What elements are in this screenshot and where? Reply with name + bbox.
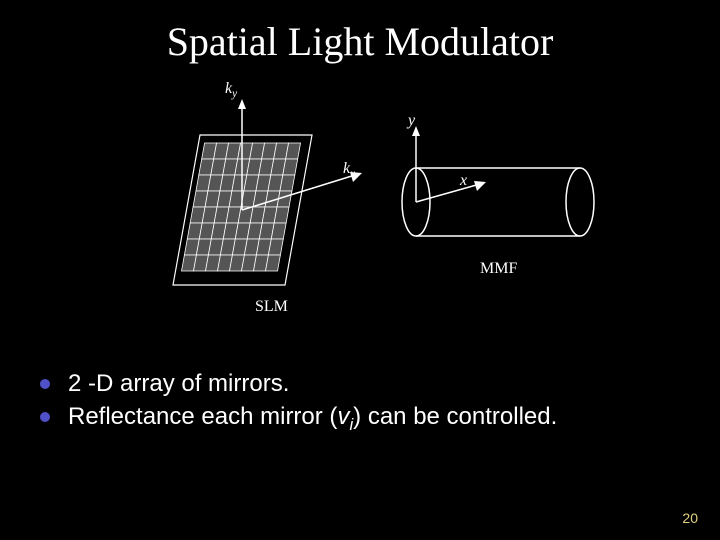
bullet-icon: [40, 379, 50, 389]
bullet-text-1: 2 -D array of mirrors.: [68, 370, 289, 399]
bullet-list: 2 -D array of mirrors. Reflectance each …: [40, 370, 680, 439]
slide-root: Spatial Light Modulator ky y kx x: [0, 0, 720, 540]
diagram-container: ky y kx x: [150, 80, 610, 330]
slm-label: SLM: [255, 298, 288, 316]
bullet-text-2: Reflectance each mirror (vi) can be cont…: [68, 403, 557, 435]
slide-title: Spatial Light Modulator: [0, 18, 720, 65]
list-item: Reflectance each mirror (vi) can be cont…: [40, 403, 680, 435]
mmf-svg: [380, 122, 620, 282]
mmf-label: MMF: [480, 260, 517, 278]
slm-svg: [150, 95, 370, 325]
bullet-icon: [40, 412, 50, 422]
page-number: 20: [682, 510, 698, 526]
list-item: 2 -D array of mirrors.: [40, 370, 680, 399]
